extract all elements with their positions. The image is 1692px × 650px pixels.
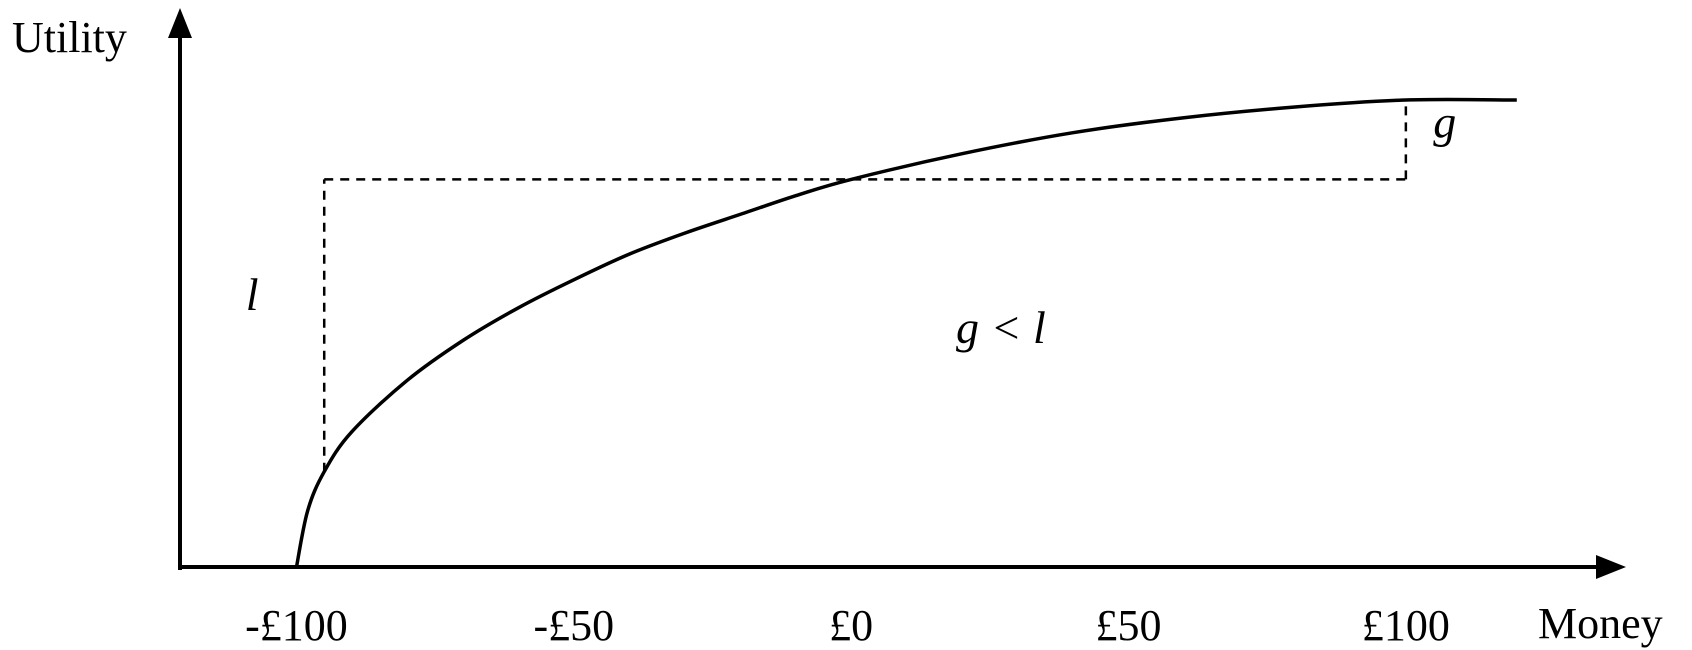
annotation-label: g < l — [956, 302, 1046, 353]
utility-curve — [294, 97, 1517, 568]
x-axis-title: Money — [1538, 599, 1663, 648]
x-tick-label: -£50 — [534, 601, 615, 650]
axes — [168, 8, 1626, 579]
x-tick-label: -£100 — [245, 601, 348, 650]
x-tick-label: £100 — [1362, 601, 1450, 650]
annotations: l g g < l — [246, 96, 1456, 352]
x-axis-arrow — [1596, 555, 1626, 579]
y-axis-arrow — [168, 8, 192, 38]
reference-guides — [322, 100, 1408, 472]
y-axis-title: Utility — [12, 13, 127, 62]
x-tick-label: £0 — [829, 601, 873, 650]
annotation-label: l — [246, 269, 259, 320]
x-tick-labels: -£100 -£50 £0 £50 £100 — [245, 601, 1450, 650]
annotation-label: g — [1433, 96, 1456, 147]
x-tick-label: £50 — [1096, 601, 1162, 650]
